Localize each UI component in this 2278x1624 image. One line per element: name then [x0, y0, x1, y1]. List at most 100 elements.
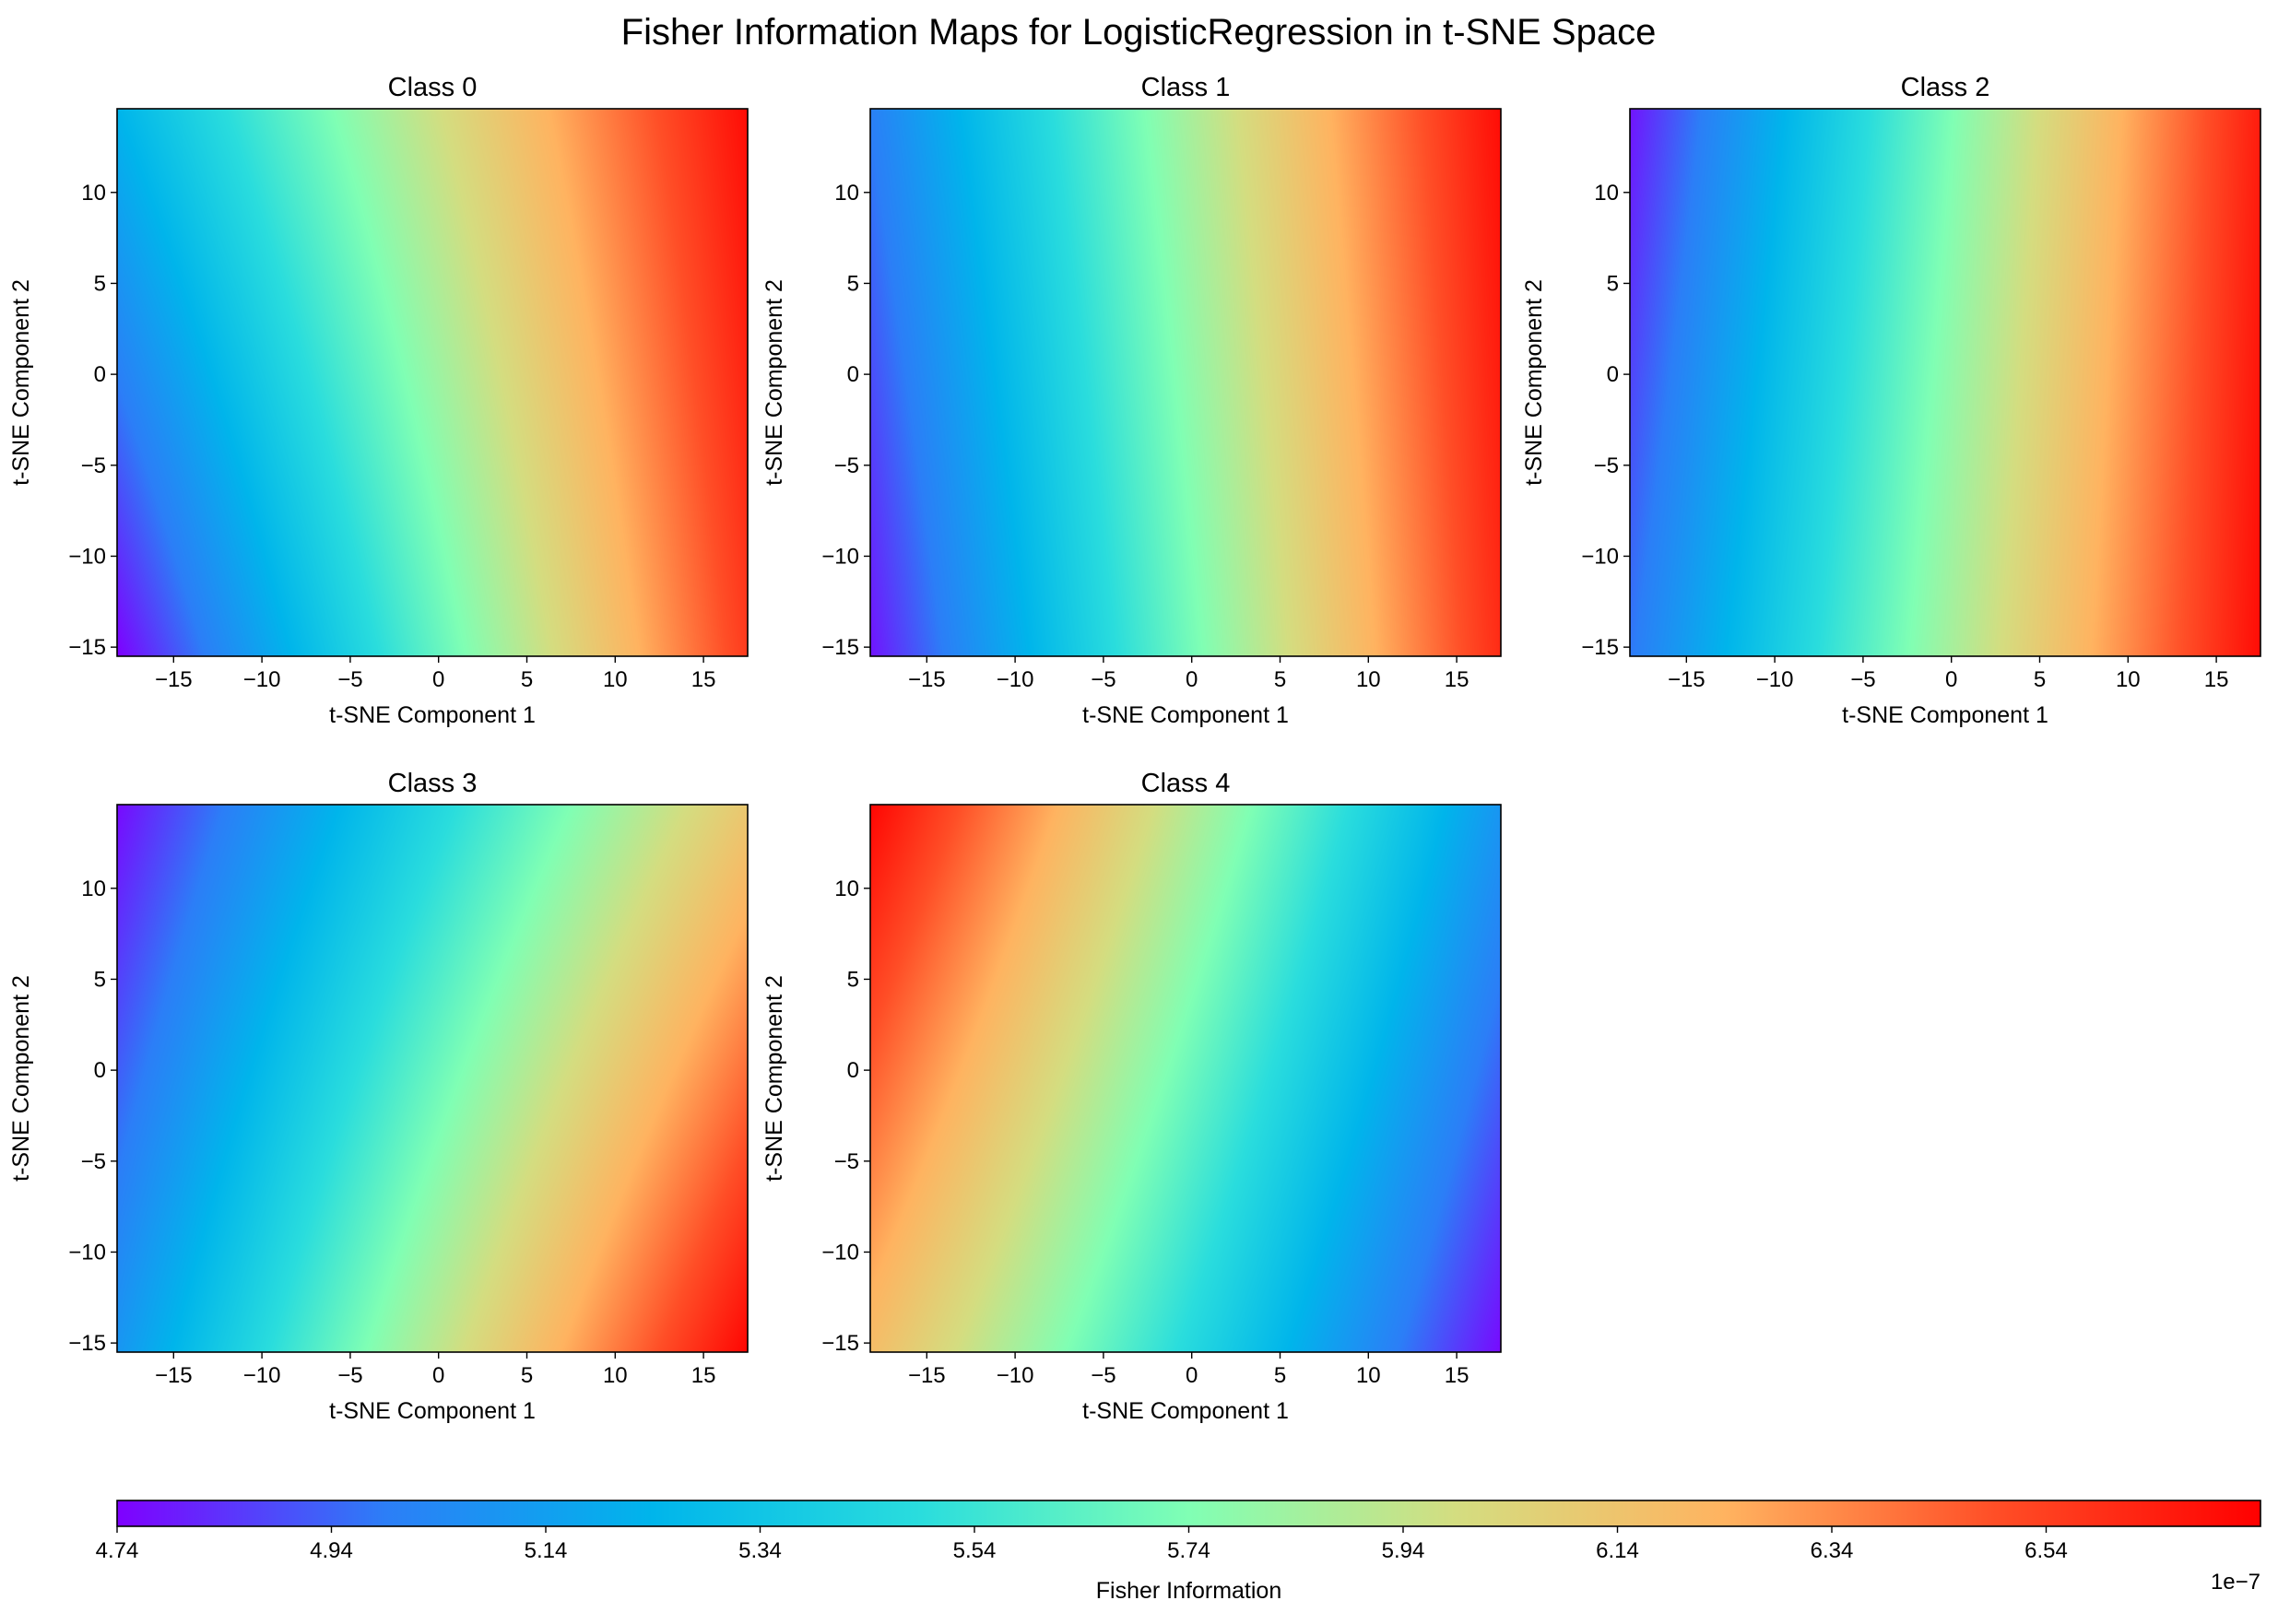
y-tick-label: 5 — [847, 271, 859, 296]
x-tick-label: −10 — [997, 667, 1034, 692]
x-tick-label: −10 — [997, 1363, 1034, 1388]
x-axis-label: t-SNE Component 1 — [1842, 702, 2048, 728]
colorbar-offset-text: 1e−7 — [2211, 1570, 2260, 1595]
y-tick-label: 0 — [94, 362, 106, 387]
colorbar-tick-label: 6.54 — [2024, 1538, 2068, 1563]
x-tick-label: 10 — [1356, 1363, 1381, 1388]
x-tick-label: −15 — [155, 1363, 193, 1388]
y-tick-label: −5 — [81, 453, 106, 478]
x-tick-label: 0 — [1186, 1363, 1198, 1388]
x-tick-label: −5 — [337, 667, 362, 692]
x-tick-label: 5 — [1274, 667, 1286, 692]
x-tick-label: 10 — [603, 667, 628, 692]
colorbar-tick-label: 5.14 — [525, 1538, 568, 1563]
y-tick-label: −15 — [68, 1331, 106, 1356]
y-tick-label: 5 — [94, 271, 106, 296]
y-tick-label: 10 — [834, 181, 859, 206]
figure-title: Fisher Information Maps for LogisticRegr… — [621, 12, 1657, 53]
y-tick-label: 0 — [1607, 362, 1619, 387]
panel-title: Class 2 — [1901, 73, 1990, 102]
x-tick-label: 15 — [691, 667, 716, 692]
y-tick-label: −5 — [81, 1149, 106, 1174]
x-tick-label: −15 — [1668, 667, 1706, 692]
axes-frame — [1629, 108, 2261, 657]
y-tick-label: −10 — [821, 544, 859, 569]
x-tick-label: −10 — [243, 667, 281, 692]
panel-title: Class 3 — [388, 769, 478, 798]
panel-title: Class 4 — [1141, 769, 1231, 798]
panel-class-3: Class 3 −15 −10 −5 0 5 10 15 −15 −10 −5 0 5 10 t-SNE C… — [8, 769, 749, 1424]
x-tick-label: −5 — [337, 1363, 362, 1388]
y-tick-label: −15 — [821, 1331, 859, 1356]
x-tick-label: −5 — [1091, 1363, 1115, 1388]
y-tick-label: 0 — [847, 1058, 859, 1083]
x-tick-label: −10 — [1756, 667, 1794, 692]
heatmap-image — [117, 109, 748, 656]
panels: Class 0 −15 −10 −5 0 5 10 15 −15 −10 −5 0 5 10 t-SNE C… — [8, 73, 2261, 1424]
axes-frame — [869, 804, 1502, 1353]
colorbar: 4.74 4.94 5.14 5.34 5.54 5.74 5.94 6.14 6.34 6.54… — [96, 1500, 2261, 1604]
x-tick-label: −15 — [908, 667, 946, 692]
x-tick-label: 10 — [603, 1363, 628, 1388]
colorbar-tick-label: 5.34 — [738, 1538, 782, 1563]
y-tick-label: −5 — [1594, 453, 1619, 478]
y-tick-label: −10 — [821, 1240, 859, 1265]
y-axis-label: t-SNE Component 2 — [8, 279, 34, 486]
y-tick-label: 10 — [834, 877, 859, 901]
y-tick-label: −5 — [834, 1149, 859, 1174]
x-axis-label: t-SNE Component 1 — [1082, 702, 1289, 728]
x-axis-label: t-SNE Component 1 — [1082, 1398, 1289, 1424]
panel-class-0: Class 0 −15 −10 −5 0 5 10 15 −15 −10 −5 0 5 10 t-SNE C… — [8, 73, 749, 728]
y-tick-label: −15 — [821, 635, 859, 660]
y-tick-label: −15 — [68, 635, 106, 660]
x-axis-label: t-SNE Component 1 — [329, 1398, 536, 1424]
x-tick-label: 0 — [1945, 667, 1957, 692]
colorbar-tick-label: 4.74 — [96, 1538, 139, 1563]
panel-title: Class 0 — [388, 73, 478, 102]
heatmap-image — [117, 805, 748, 1352]
y-tick-label: −5 — [834, 453, 859, 478]
y-axis-label: t-SNE Component 2 — [8, 975, 34, 1182]
y-tick-label: −10 — [1581, 544, 1619, 569]
x-tick-label: 5 — [1274, 1363, 1286, 1388]
x-tick-label: 0 — [432, 667, 444, 692]
x-tick-label: 10 — [2116, 667, 2141, 692]
x-tick-label: 10 — [1356, 667, 1381, 692]
x-tick-label: 15 — [1445, 1363, 1469, 1388]
heatmap-image — [870, 805, 1501, 1352]
x-tick-label: 15 — [1445, 667, 1469, 692]
y-tick-label: 0 — [847, 362, 859, 387]
y-axis-label: t-SNE Component 2 — [761, 279, 787, 486]
y-tick-label: 5 — [847, 967, 859, 992]
panel-class-4: Class 4 −15 −10 −5 0 5 10 15 −15 −10 −5 0 5 10 t-SNE C… — [761, 769, 1502, 1424]
x-tick-label: 5 — [521, 1363, 533, 1388]
x-tick-label: −15 — [155, 667, 193, 692]
x-tick-label: −5 — [1850, 667, 1875, 692]
panel-class-1: Class 1 −15 −10 −5 0 5 10 15 −15 −10 −5 0 5 10 t-SNE C… — [761, 73, 1502, 728]
x-tick-label: 5 — [2034, 667, 2046, 692]
y-tick-label: 10 — [81, 181, 106, 206]
y-tick-label: 10 — [1594, 181, 1619, 206]
colorbar-tick-label: 5.94 — [1382, 1538, 1425, 1563]
y-tick-label: 5 — [94, 967, 106, 992]
y-tick-label: 10 — [81, 877, 106, 901]
panel-class-2: Class 2 −15 −10 −5 0 5 10 15 −15 −10 −5 0 5 10 t-SNE C… — [1521, 73, 2261, 728]
axes-frame — [869, 108, 1502, 657]
colorbar-label: Fisher Information — [1096, 1578, 1281, 1604]
colorbar-tick-label: 5.54 — [953, 1538, 997, 1563]
panel-title: Class 1 — [1141, 73, 1231, 102]
x-tick-label: 0 — [432, 1363, 444, 1388]
y-tick-label: −10 — [68, 544, 106, 569]
y-tick-label: 5 — [1607, 271, 1619, 296]
y-tick-label: 0 — [94, 1058, 106, 1083]
axes-frame — [116, 804, 749, 1353]
y-tick-label: −10 — [68, 1240, 106, 1265]
heatmap-image — [870, 109, 1501, 656]
x-tick-label: 15 — [2204, 667, 2229, 692]
colorbar-tick-label: 4.94 — [310, 1538, 353, 1563]
x-tick-label: −15 — [908, 1363, 946, 1388]
axes-frame — [116, 108, 749, 657]
x-tick-label: −10 — [243, 1363, 281, 1388]
